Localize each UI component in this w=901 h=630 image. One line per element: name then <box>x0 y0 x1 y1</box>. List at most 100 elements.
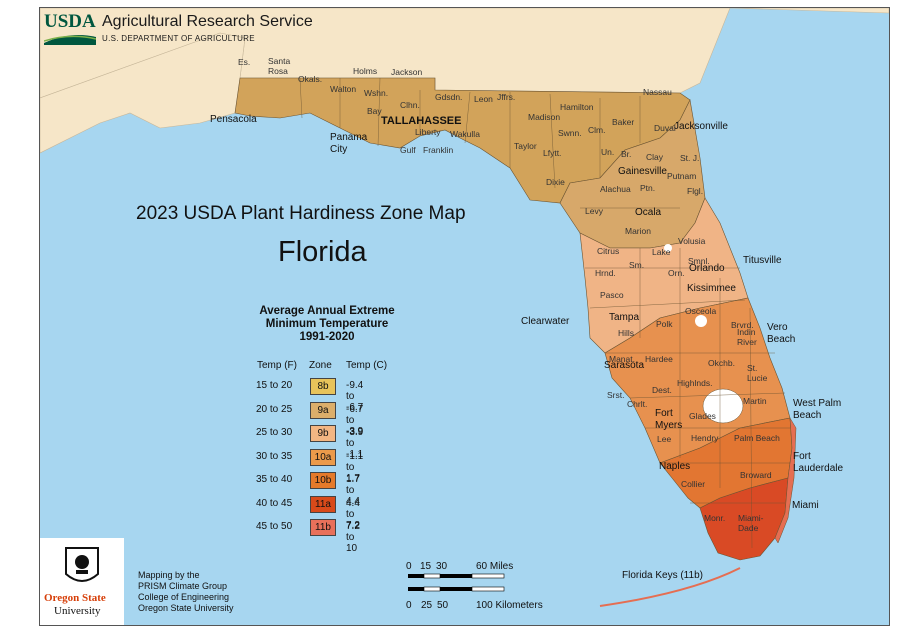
scale-km-25: 25 <box>421 600 433 611</box>
city-label-jacksonville: Jacksonville <box>674 121 728 132</box>
legend-temp-f: 15 to 20 <box>256 380 293 391</box>
city-label-panama-city: Panama City <box>330 132 368 155</box>
county-label: Sm. <box>629 260 645 270</box>
city-label-fort-lauderdale: Fort Lauderdale <box>793 451 844 474</box>
city-label-titusville: Titusville <box>743 255 782 266</box>
county-label: Orn. <box>668 268 685 278</box>
county-label: Wshn. <box>364 88 389 98</box>
legend-header-c: Temp (C) <box>346 360 388 371</box>
legend-title-line: 1991-2020 <box>299 331 355 343</box>
county-label: Madison <box>528 112 561 122</box>
county-label: Lee <box>657 434 672 444</box>
legend-temp-f: 30 to 35 <box>256 450 293 462</box>
county-label: Un. <box>601 147 615 157</box>
city-label-tampa: Tampa <box>609 312 640 323</box>
legend-title-line: Average Annual Extreme <box>259 305 395 317</box>
lake-okeechobee <box>702 388 744 424</box>
small-lake <box>695 315 707 327</box>
county-label: Holms <box>353 66 378 76</box>
county-label: Baker <box>612 117 635 127</box>
county-label: Indin River <box>737 327 757 347</box>
county-label: Lfytt. <box>543 148 562 158</box>
legend-zone-swatch: 9a <box>310 401 336 419</box>
county-label: Martin <box>743 396 767 406</box>
county-label: Hardee <box>645 354 673 364</box>
usda-logo: USDA <box>43 11 97 46</box>
osu-logo-panel <box>40 538 124 625</box>
county-label: Miami- Dade <box>738 513 764 533</box>
county-label: Flgl. <box>687 186 704 196</box>
city-label-west-palm-beach: West Palm Beach <box>793 398 842 421</box>
county-label: Marion <box>625 226 651 236</box>
county-lines <box>299 77 790 549</box>
legend-zone-swatch: 10b <box>310 472 336 489</box>
osu-university: University <box>54 605 101 617</box>
department-subtitle: U.S. DEPARTMENT OF AGRICULTURE <box>102 34 255 43</box>
scale-miles-30: 30 <box>436 561 448 572</box>
city-label-kissimmee: Kissimmee <box>687 283 736 294</box>
county-label: Hills <box>618 328 635 338</box>
city-label-naples: Naples <box>659 461 691 472</box>
credit-text: Mapping by the PRISM Climate Group Colle… <box>138 570 234 613</box>
map-canvas <box>40 8 889 607</box>
gulf-coast-land-west <box>40 32 246 154</box>
legend-zone-swatch: 8b <box>310 378 336 395</box>
county-label: Franklin <box>423 145 454 155</box>
scale-miles-15: 15 <box>420 561 432 572</box>
scale-miles-60: 60 Miles <box>476 561 514 572</box>
usda-logo-text: USDA <box>44 11 96 32</box>
city-label-ocala: Ocala <box>635 207 662 218</box>
osu-beaver-icon <box>65 547 99 582</box>
scale-km-0: 0 <box>406 600 412 611</box>
county-label: St. J. <box>680 153 700 163</box>
legend-header-f: Temp (F) <box>257 360 297 371</box>
city-label-sarasota: Sarasota <box>604 360 645 371</box>
county-label: Manat. <box>609 354 635 364</box>
legend-temp-c: 7.2 to 10 <box>346 521 360 554</box>
county-label: Jffrs. <box>497 92 516 102</box>
legend-title-line: Minimum Temperature <box>265 318 389 330</box>
county-label: Smnl. <box>688 256 710 266</box>
legend-temp-f: 25 to 30 <box>256 427 293 438</box>
city-label-gainesville: Gainesville <box>618 166 667 177</box>
city-label-miami: Miami <box>792 500 819 511</box>
city-label-florida-keys: Florida Keys (11b) <box>622 570 703 581</box>
county-label: Jackson <box>391 67 423 77</box>
coastal-zone-11b <box>774 417 797 544</box>
county-label: Leon <box>474 94 493 104</box>
scale-km-100: 100 Kilometers <box>476 600 543 611</box>
legend-temp-c: -3.9 to -1.1 <box>346 427 364 460</box>
city-label-vero-beach: Vero Beach <box>767 322 796 345</box>
county-label: Okchb. <box>708 358 735 368</box>
county-label: Ptn. <box>640 183 656 193</box>
county-label: Highlnds. <box>677 378 713 388</box>
county-label: Hendry <box>691 433 719 443</box>
county-label: Taylor <box>514 141 537 151</box>
county-label: Glades <box>689 411 716 421</box>
osu-name: Oregon State <box>44 592 106 604</box>
florida-keys <box>599 567 741 607</box>
county-label: Polk <box>656 319 673 329</box>
legend-zone-swatch: 11b <box>310 519 336 536</box>
city-label-fort-myers: Fort Myers <box>655 408 683 431</box>
county-label: Collier <box>681 479 706 489</box>
county-label: Clhn. <box>400 100 420 110</box>
county-label: Pasco <box>600 290 624 300</box>
legend-zone-swatch: 11a <box>310 495 336 513</box>
county-label: Dixie <box>546 177 565 187</box>
legend-zone-swatch: 10a <box>310 448 336 466</box>
legend-temp-c: -6.7 to -3.9 <box>346 403 364 437</box>
small-lake <box>664 244 672 252</box>
county-label: Bay <box>367 106 382 116</box>
legend-header-zone: Zone <box>309 360 332 371</box>
county-label: Monr. <box>704 513 726 523</box>
city-label-clearwater: Clearwater <box>521 316 570 327</box>
county-label: Wakulla <box>450 129 480 139</box>
county-label: Walton <box>330 84 357 94</box>
city-label-orlando: Orlando <box>689 263 725 274</box>
legend-temp-c: -1.1 to 1.7 <box>346 450 364 484</box>
agency-title: Agricultural Research Service <box>102 13 313 30</box>
legend-temp-f: 40 to 45 <box>256 497 293 509</box>
county-label: Swnn. <box>558 128 582 138</box>
usda-logo-fields-icon <box>43 35 97 45</box>
